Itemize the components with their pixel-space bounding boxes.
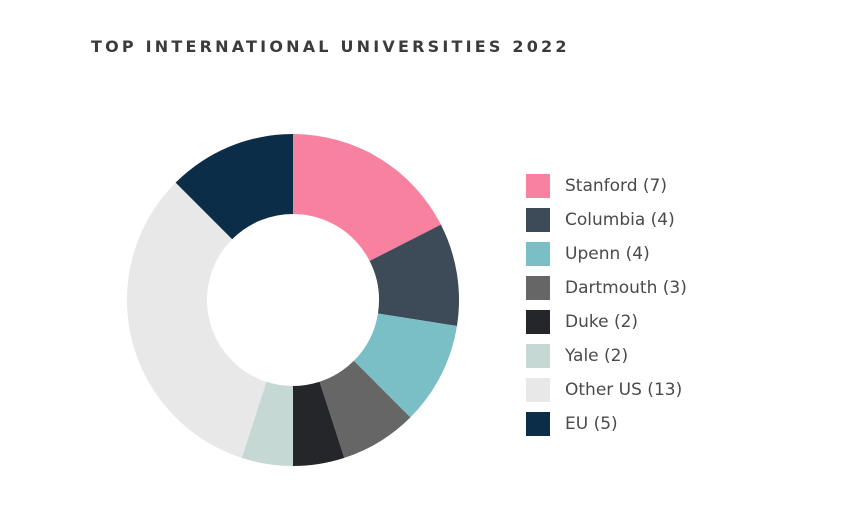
legend-item-upenn: Upenn (4) bbox=[526, 237, 687, 271]
legend-item-stanford: Stanford (7) bbox=[526, 169, 687, 203]
legend-label: Other US (13) bbox=[565, 380, 683, 400]
legend-swatch bbox=[526, 174, 550, 198]
slice-duke bbox=[293, 381, 345, 467]
legend-item-other-us: Other US (13) bbox=[526, 373, 687, 407]
donut-slices bbox=[126, 134, 460, 467]
legend-swatch bbox=[526, 276, 550, 300]
legend-item-dartmouth: Dartmouth (3) bbox=[526, 271, 687, 305]
slice-columbia bbox=[369, 224, 460, 326]
legend-item-eu: EU (5) bbox=[526, 407, 687, 441]
chart-title: TOP INTERNATIONAL UNIVERSITIES 2022 bbox=[91, 37, 570, 56]
legend-swatch bbox=[526, 344, 550, 368]
legend-label: Yale (2) bbox=[565, 346, 629, 366]
legend-item-duke: Duke (2) bbox=[526, 305, 687, 339]
slice-eu bbox=[175, 134, 293, 240]
slice-upenn bbox=[353, 313, 457, 418]
chart-legend: Stanford (7) Columbia (4) Upenn (4) Dartmou… bbox=[526, 169, 687, 441]
legend-swatch bbox=[526, 412, 550, 436]
slice-dartmouth bbox=[319, 360, 411, 458]
legend-swatch bbox=[526, 208, 550, 232]
legend-swatch bbox=[526, 310, 550, 334]
legend-label: Duke (2) bbox=[565, 312, 639, 332]
legend-label: Dartmouth (3) bbox=[565, 278, 687, 298]
legend-swatch bbox=[526, 242, 550, 266]
slice-stanford bbox=[293, 134, 441, 261]
legend-label: Columbia (4) bbox=[565, 210, 675, 230]
legend-label: EU (5) bbox=[565, 414, 618, 434]
legend-label: Stanford (7) bbox=[565, 176, 667, 196]
legend-swatch bbox=[526, 378, 550, 402]
slice-other-us bbox=[126, 182, 267, 458]
legend-item-columbia: Columbia (4) bbox=[526, 203, 687, 237]
slice-yale bbox=[241, 381, 293, 466]
legend-label: Upenn (4) bbox=[565, 244, 650, 264]
legend-item-yale: Yale (2) bbox=[526, 339, 687, 373]
